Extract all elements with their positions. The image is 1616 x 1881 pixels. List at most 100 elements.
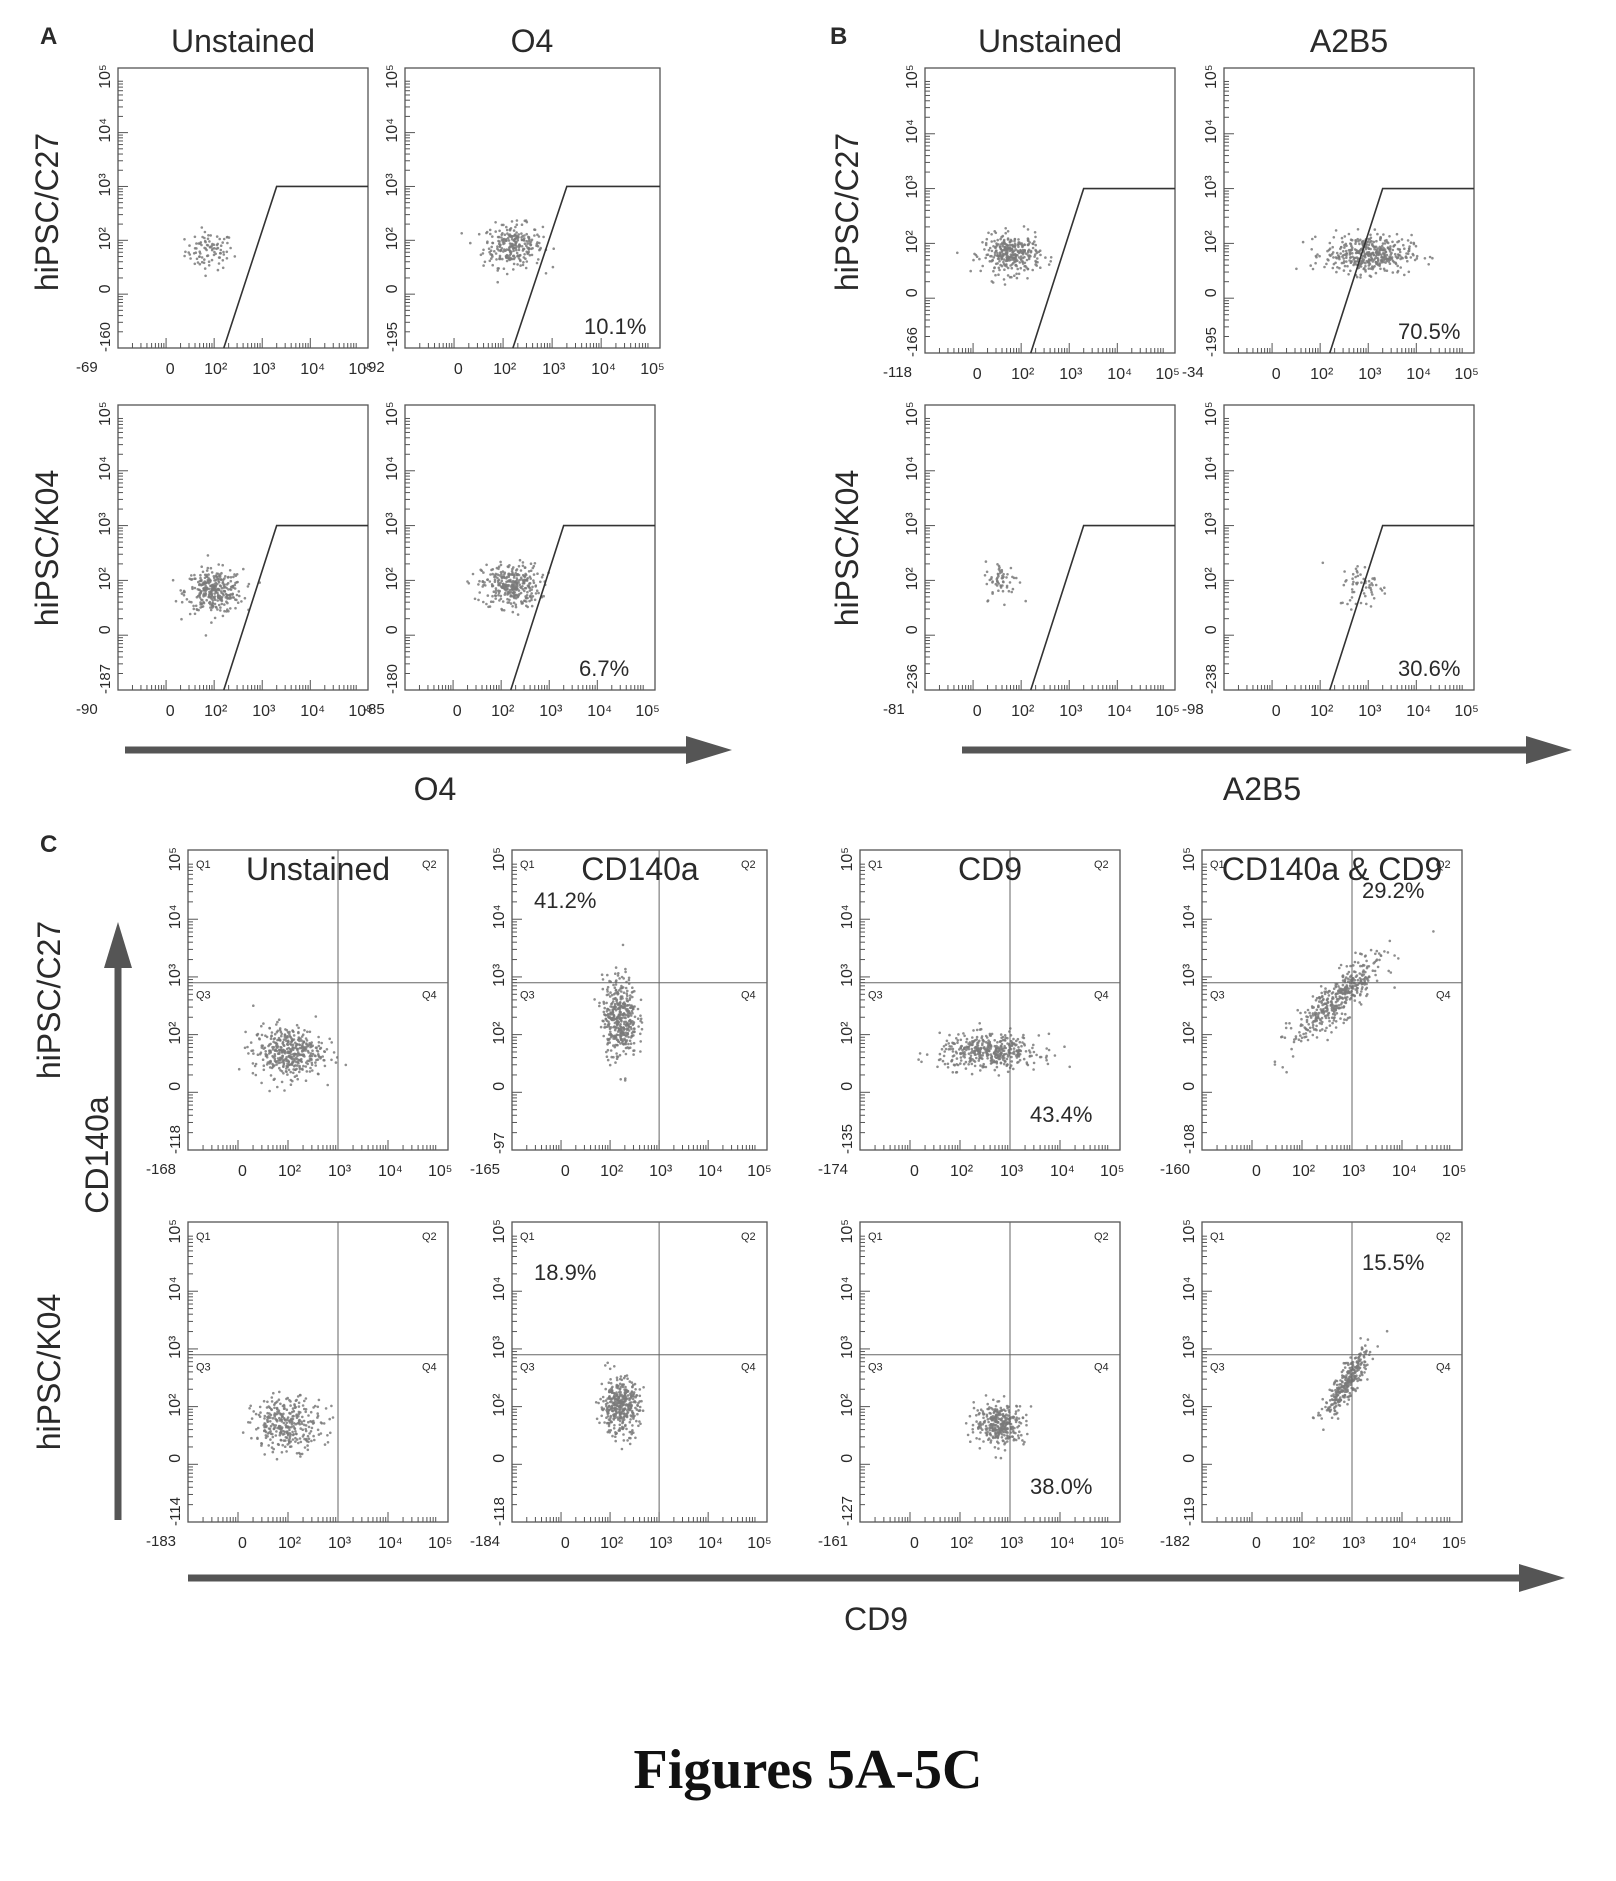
data-point — [276, 1410, 279, 1414]
data-point — [1360, 982, 1364, 986]
data-point — [1346, 972, 1349, 976]
data-point — [207, 234, 210, 237]
data-point — [532, 573, 536, 576]
data-point — [1015, 1039, 1018, 1043]
data-point — [1431, 256, 1434, 260]
data-point — [958, 1048, 961, 1051]
data-point — [510, 586, 514, 589]
data-point — [986, 599, 990, 602]
data-point — [1021, 1041, 1024, 1044]
data-point — [494, 575, 497, 578]
y-tick-label: 10³ — [491, 963, 508, 987]
data-point — [222, 584, 226, 587]
data-point — [918, 1052, 922, 1055]
data-point — [1306, 1028, 1309, 1032]
data-point — [505, 228, 509, 232]
data-point — [1374, 973, 1377, 977]
data-point — [616, 974, 620, 977]
data-point — [1018, 261, 1022, 264]
data-point — [521, 263, 525, 267]
data-point — [1013, 242, 1017, 246]
data-point — [607, 993, 610, 996]
y-tick-label: 10² — [167, 1393, 184, 1417]
data-point — [1359, 601, 1363, 605]
data-point — [506, 232, 509, 235]
x-tick-label: 10⁴ — [698, 1163, 723, 1180]
data-point — [1311, 237, 1314, 241]
data-point — [196, 588, 200, 591]
data-point — [1375, 256, 1378, 260]
data-point — [517, 573, 521, 577]
data-point — [997, 273, 1000, 277]
data-point — [618, 1053, 622, 1057]
data-point — [262, 1064, 266, 1067]
data-point — [209, 592, 212, 596]
data-point — [195, 608, 199, 611]
data-point — [616, 1055, 620, 1059]
data-point — [1383, 253, 1386, 257]
data-point — [225, 583, 229, 586]
data-point — [313, 1054, 317, 1057]
data-point — [269, 1049, 272, 1053]
data-point — [985, 582, 989, 586]
data-point — [274, 1049, 277, 1052]
data-point — [301, 1042, 305, 1045]
data-point — [1012, 1050, 1016, 1053]
data-point — [195, 257, 199, 261]
data-point — [1003, 248, 1006, 251]
data-point — [1349, 255, 1352, 259]
data-point — [280, 1034, 283, 1038]
data-point — [999, 1033, 1003, 1036]
data-point — [1326, 1014, 1330, 1017]
y-tick-label: 10⁵ — [384, 64, 401, 88]
data-point — [491, 263, 495, 267]
data-point — [626, 989, 629, 993]
data-point — [215, 235, 219, 238]
data-point — [629, 1019, 632, 1022]
data-point — [281, 1054, 284, 1058]
data-point — [1427, 263, 1430, 266]
data-point — [1011, 251, 1014, 254]
data-point — [290, 1040, 293, 1044]
data-point — [622, 1043, 625, 1046]
data-point — [945, 1039, 949, 1043]
data-point — [220, 587, 224, 590]
data-point — [975, 1038, 978, 1041]
data-point — [1038, 249, 1042, 252]
data-point — [624, 1016, 627, 1020]
data-point — [626, 994, 629, 997]
data-point — [1365, 966, 1369, 970]
data-point — [988, 1032, 992, 1036]
data-point — [198, 250, 201, 253]
data-point — [511, 244, 514, 248]
x-tick-label: 10² — [1011, 366, 1035, 383]
data-point — [271, 1048, 275, 1051]
data-point — [1328, 247, 1332, 250]
data-point — [1408, 245, 1411, 248]
data-point — [632, 1041, 636, 1045]
data-point — [204, 584, 207, 587]
data-point — [1405, 252, 1408, 255]
data-point — [990, 576, 993, 579]
data-point — [502, 609, 506, 612]
data-point — [1376, 232, 1379, 236]
data-point — [1370, 590, 1373, 594]
data-point — [234, 606, 237, 610]
data-point — [993, 251, 997, 254]
data-point — [1005, 256, 1009, 260]
data-point — [1341, 240, 1344, 244]
data-point — [632, 1030, 636, 1034]
data-point — [284, 1070, 288, 1073]
data-point — [233, 587, 237, 590]
quadrant-label-q1: Q1 — [520, 859, 535, 871]
data-point — [295, 1452, 299, 1455]
data-point — [237, 590, 241, 593]
data-point — [522, 574, 526, 578]
data-point — [617, 992, 620, 995]
data-point — [988, 246, 992, 250]
data-point — [1013, 239, 1016, 243]
data-point — [283, 1035, 287, 1039]
data-point — [973, 252, 976, 256]
data-point — [1032, 1050, 1036, 1054]
data-point — [273, 1032, 277, 1036]
